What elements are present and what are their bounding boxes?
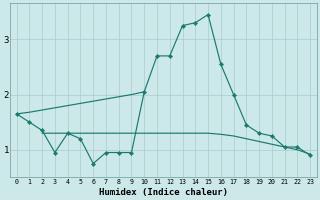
X-axis label: Humidex (Indice chaleur): Humidex (Indice chaleur) [99, 188, 228, 197]
